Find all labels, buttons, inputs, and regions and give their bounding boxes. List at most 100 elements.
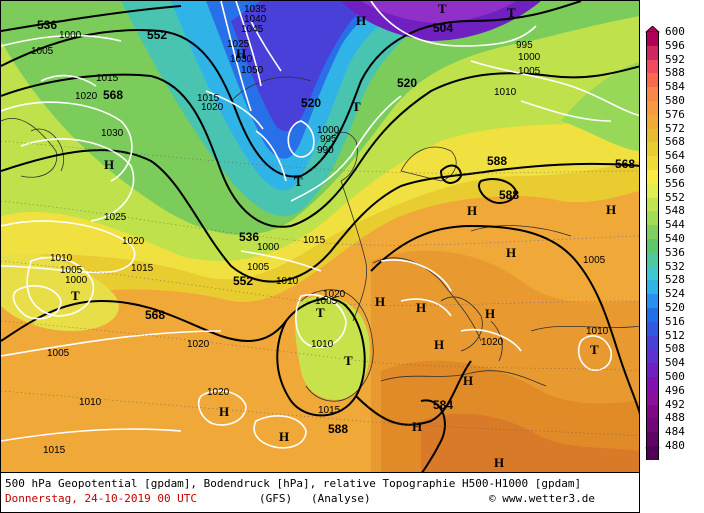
pressure-label: 1000 xyxy=(65,275,88,286)
legend-label: 580 xyxy=(665,94,685,107)
legend-label: 552 xyxy=(665,190,685,204)
high-center: H xyxy=(606,202,616,217)
pressure-label: 1005 xyxy=(247,262,270,273)
legend-swatch xyxy=(646,156,659,171)
high-center: H xyxy=(467,203,477,218)
legend-label: 500 xyxy=(665,370,685,383)
geo-label: 588 xyxy=(328,422,348,436)
pressure-label: 995 xyxy=(320,134,337,145)
pressure-label: 995 xyxy=(516,40,533,51)
site-credit: © www.wetter3.de xyxy=(489,492,595,505)
legend-label: 536 xyxy=(665,245,685,259)
geo-label: 588 xyxy=(499,188,519,202)
thickness-lines xyxy=(1,140,639,437)
legend-swatch xyxy=(646,211,659,226)
legend-label: 572 xyxy=(665,121,685,135)
high-center: H xyxy=(434,337,444,352)
pressure-label: 1020 xyxy=(323,289,346,300)
legend-swatch xyxy=(646,363,659,378)
pressure-label: 1005 xyxy=(31,46,54,57)
legend-swatch xyxy=(646,197,659,212)
map-date: Donnerstag, 24-10-2019 00 UTC xyxy=(5,492,198,505)
model-name: (GFS) xyxy=(259,492,293,505)
pressure-label: 1000 xyxy=(257,242,280,253)
pressure-label: 1020 xyxy=(481,337,504,348)
pressure-labels: 1000 1005 1015 1020 1030 1025 1020 1010 … xyxy=(31,4,609,456)
high-center: H xyxy=(219,404,229,419)
pressure-label: 1005 xyxy=(60,265,83,276)
geo-label: 552 xyxy=(147,28,167,42)
map-footer: 500 hPa Geopotential [gpdam], Bodendruck… xyxy=(0,473,640,513)
legend-swatch xyxy=(646,446,659,461)
high-center: H xyxy=(506,245,516,260)
pressure-label: 1005 xyxy=(583,255,606,266)
legend-swatch xyxy=(646,308,659,323)
color-field-500 xyxy=(361,1,516,23)
geo-label: 552 xyxy=(233,274,253,288)
legend-label: 496 xyxy=(665,383,685,397)
pressure-label: 1010 xyxy=(311,339,334,350)
legend-label: 596 xyxy=(665,38,685,52)
legend-label: 548 xyxy=(665,204,685,218)
pressure-centers: H H T H T T T H H H H T H T H T H H H H xyxy=(71,1,616,470)
legend-swatch xyxy=(646,142,659,157)
geopotential-labels: 536 552 568 520 504 588 568 588 536 552 … xyxy=(37,18,635,436)
geo-label: 568 xyxy=(615,157,635,171)
legend-swatch xyxy=(646,266,659,281)
legend-label: 516 xyxy=(665,314,685,328)
legend-swatch xyxy=(646,170,659,185)
pressure-label: 1035 xyxy=(244,4,267,15)
legend-label: 584 xyxy=(665,80,685,94)
legend-label: 524 xyxy=(665,287,685,301)
pressure-label: 1005 xyxy=(518,66,541,77)
legend-swatch xyxy=(646,335,659,350)
pressure-label: 1020 xyxy=(201,102,224,113)
analysis-label: (Analyse) xyxy=(311,492,371,505)
color-field-584 xyxy=(421,413,639,472)
legend-label: 492 xyxy=(665,397,685,411)
pressure-label: 1045 xyxy=(241,24,264,35)
pressure-label: 1010 xyxy=(79,397,102,408)
map-caption: 500 hPa Geopotential [gpdam], Bodendruck… xyxy=(5,477,582,490)
legend-label: 576 xyxy=(665,107,685,121)
pressure-label: 1020 xyxy=(187,339,210,350)
geo-label: 536 xyxy=(239,230,259,244)
pressure-label: 990 xyxy=(317,145,334,156)
low-center: T xyxy=(438,1,447,16)
high-center: H xyxy=(104,157,114,172)
legend-label: 480 xyxy=(665,439,685,452)
pressure-label: 1030 xyxy=(230,54,253,65)
high-center: H xyxy=(494,455,504,470)
legend-swatch xyxy=(646,418,659,433)
low-center: T xyxy=(590,342,599,357)
pressure-label: 1010 xyxy=(494,87,517,98)
low-center: T xyxy=(294,174,303,189)
high-center: H xyxy=(375,294,385,309)
high-center: H xyxy=(412,419,422,434)
legend-swatch xyxy=(646,183,659,199)
legend-label: 592 xyxy=(665,52,685,66)
geo-label: 520 xyxy=(301,96,321,110)
pressure-label: 1000 xyxy=(59,30,82,41)
pressure-label: 1015 xyxy=(318,405,341,416)
legend-label: 512 xyxy=(665,328,685,342)
legend-label: 564 xyxy=(665,149,685,163)
pressure-label: 1005 xyxy=(47,348,70,359)
geo-label: 504 xyxy=(433,21,453,35)
high-center: H xyxy=(485,306,495,321)
geo-label: 520 xyxy=(397,76,417,90)
weather-map: 536 552 568 520 504 588 568 588 536 552 … xyxy=(0,0,640,473)
map-svg: 536 552 568 520 504 588 568 588 536 552 … xyxy=(1,1,639,472)
geo-label: 568 xyxy=(103,88,123,102)
legend-swatch xyxy=(646,128,659,143)
legend-swatch xyxy=(646,349,659,364)
legend-swatch xyxy=(646,73,659,88)
legend-swatch xyxy=(646,280,659,295)
legend-swatch xyxy=(646,225,659,240)
pressure-label: 1015 xyxy=(197,93,220,104)
legend-label: 508 xyxy=(665,342,685,356)
legend-swatch xyxy=(646,87,659,102)
legend-label: 540 xyxy=(665,232,685,245)
pressure-label: 1040 xyxy=(244,14,267,25)
legend-swatch xyxy=(646,404,659,419)
